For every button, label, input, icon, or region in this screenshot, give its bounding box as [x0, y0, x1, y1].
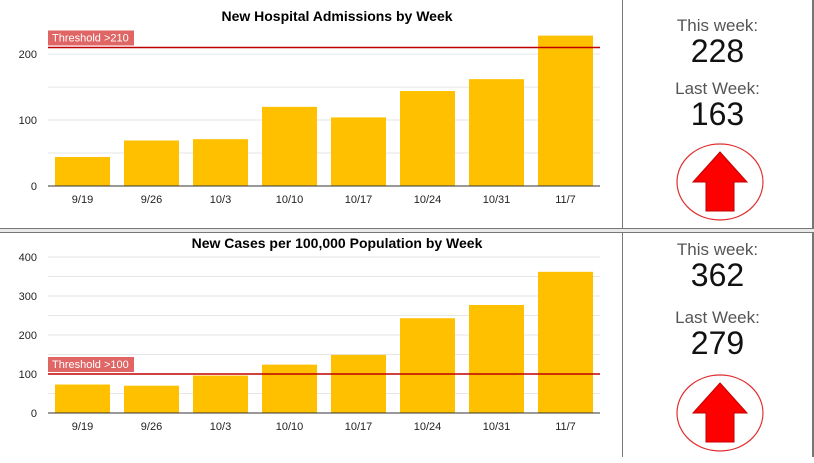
this-week-label: This week:: [676, 16, 759, 35]
last-week-label: Last Week:: [675, 308, 760, 327]
chart-title: New Hospital Admissions by Week: [221, 8, 452, 24]
hospital-admissions-chart-panel: 0 100 200 9/19 9/26 10/3 10/10 10/17 10/24 10/31 1…: [0, 0, 623, 229]
x-tick-label: 10/10: [276, 194, 304, 206]
y-tick-label: 100: [19, 115, 37, 127]
y-tick-label: 300: [19, 291, 37, 303]
bar: [331, 117, 386, 186]
y-tick-label: 100: [19, 369, 37, 381]
x-tick-label: 11/7: [555, 421, 576, 433]
x-tick-label: 9/26: [141, 421, 162, 433]
admissions-stat-panel: This week: 228 Last Week: 163: [623, 0, 814, 229]
bar: [55, 384, 110, 413]
x-tick-label: 9/19: [72, 194, 93, 206]
bar: [400, 318, 455, 413]
bar: [124, 385, 179, 413]
x-tick-label: 11/7: [555, 194, 576, 206]
threshold-label-bg: [48, 30, 134, 46]
bar: [55, 156, 110, 186]
bar: [400, 91, 455, 186]
y-tick-label: 0: [31, 181, 37, 193]
bar: [262, 364, 317, 413]
bar: [124, 140, 179, 186]
y-tick-label: 400: [19, 252, 37, 264]
bar: [193, 375, 248, 413]
x-tick-label: 10/17: [345, 421, 373, 433]
threshold-label-bg: [48, 357, 134, 372]
this-week-value: 362: [690, 257, 745, 293]
x-tick-label: 10/31: [483, 421, 511, 433]
bar: [193, 139, 248, 186]
bar: [538, 35, 593, 186]
bar: [538, 271, 593, 413]
last-week-label: Last Week:: [675, 79, 760, 98]
x-tick-label: 10/31: [483, 194, 511, 206]
x-tick-label: 10/3: [210, 421, 231, 433]
x-tick-label: 10/3: [210, 194, 231, 206]
y-tick-label: 0: [31, 408, 37, 420]
bar: [331, 354, 386, 413]
hospital-admissions-chart: 0 100 200 9/19 9/26 10/3 10/10 10/17 10/24 10/31 1…: [19, 8, 600, 206]
this-week-label: This week:: [676, 240, 759, 259]
last-week-value: 279: [690, 325, 745, 361]
up-arrow-icon: [675, 142, 765, 222]
panel-divider: [0, 229, 814, 232]
y-tick-label: 200: [19, 49, 37, 61]
up-arrow-icon: [675, 373, 765, 453]
threshold-label: Threshold >100: [52, 359, 129, 371]
x-tick-label: 10/24: [414, 194, 442, 206]
x-tick-label: 10/24: [414, 421, 442, 433]
x-tick-label: 10/17: [345, 194, 373, 206]
bar: [262, 106, 317, 186]
chart-title: New Cases per 100,000 Population by Week: [192, 235, 483, 251]
this-week-value: 228: [690, 33, 745, 69]
bar: [469, 79, 524, 186]
new-cases-chart-panel: 0 100 200 300 400 9/19 9/26 10/3 10/10 10/17 10/24…: [0, 232, 623, 457]
x-tick-label: 9/26: [141, 194, 162, 206]
x-tick-label: 9/19: [72, 421, 93, 433]
last-week-value: 163: [690, 96, 745, 132]
threshold-label: Threshold >210: [52, 32, 129, 44]
y-tick-label: 200: [19, 330, 37, 342]
x-tick-label: 10/10: [276, 421, 304, 433]
new-cases-chart: 0 100 200 300 400 9/19 9/26 10/3 10/10 10/17 10/24…: [19, 235, 600, 433]
bar: [469, 304, 524, 413]
cases-stat-panel: This week: 362 Last Week: 279: [623, 232, 814, 457]
